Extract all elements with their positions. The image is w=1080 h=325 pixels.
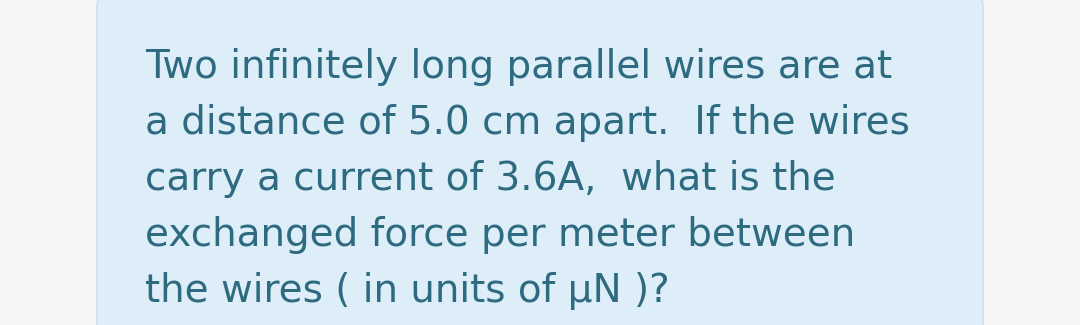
Text: exchanged force per meter between: exchanged force per meter between: [145, 216, 855, 254]
Text: Two infinitely long parallel wires are at: Two infinitely long parallel wires are a…: [145, 48, 892, 86]
FancyBboxPatch shape: [97, 0, 983, 325]
Text: a distance of 5.0 cm apart.  If the wires: a distance of 5.0 cm apart. If the wires: [145, 104, 909, 142]
Text: carry a current of 3.6A,  what is the: carry a current of 3.6A, what is the: [145, 160, 836, 198]
Text: the wires ( in units of μN )?: the wires ( in units of μN )?: [145, 272, 670, 310]
